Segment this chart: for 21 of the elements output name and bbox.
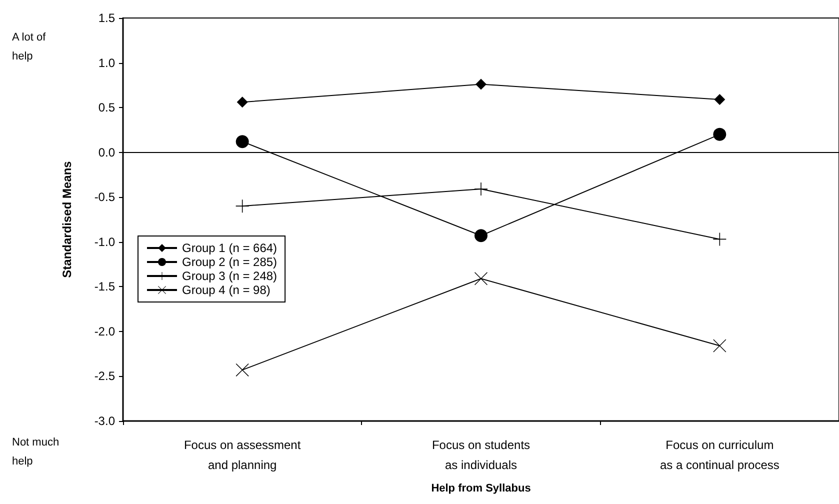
legend-label: Group 1 (n = 664) (182, 241, 278, 255)
y-tick-label: -1.0 (94, 234, 116, 249)
legend-label: Group 4 (n = 98) (182, 283, 270, 297)
y-tick-label: -2.5 (94, 369, 116, 384)
y-tick-label: 1.5 (98, 11, 116, 25)
legend-label: Group 3 (n = 248) (182, 269, 278, 283)
text: Not much help (12, 436, 60, 468)
legend-label: Group 2 (n = 285) (182, 255, 278, 269)
y-tick-label: -1.5 (94, 280, 116, 294)
x-tick-label: Focus on curriculum as a continual process (660, 438, 780, 472)
y-axis-title: Standardised Means (60, 160, 74, 278)
y-tick-label: -2.0 (94, 324, 116, 338)
x-tick-label: Focus on assessment and planning (184, 438, 302, 472)
x-tick-label: Focus on students as individuals (432, 438, 530, 472)
text: A lot of help (12, 32, 47, 62)
y-tick-label: -3.0 (94, 414, 116, 428)
y-tick-label: 1.0 (98, 56, 116, 70)
y-tick-label: 0.5 (98, 100, 116, 115)
y-tick-label: 0.0 (98, 145, 116, 160)
x-axis-title: Help from Syllabus (431, 482, 531, 494)
y-tick-label: -0.5 (94, 190, 116, 204)
